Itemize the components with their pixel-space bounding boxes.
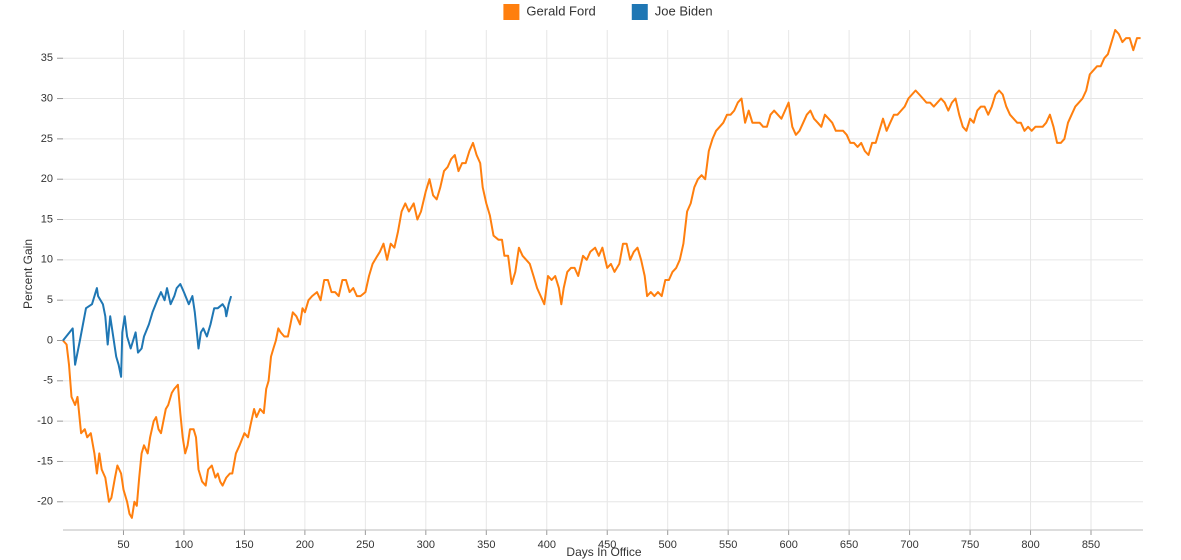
y-tick-label: -5 (43, 375, 53, 387)
y-tick-label: 35 (41, 52, 53, 64)
x-tick-label: 500 (659, 539, 677, 551)
x-tick-label: 800 (1021, 539, 1039, 551)
legend-label: Gerald Ford (526, 3, 595, 18)
y-tick-label: 0 (47, 334, 53, 346)
y-tick-label: 10 (41, 254, 53, 266)
x-tick-label: 650 (840, 539, 858, 551)
y-axis-title: Percent Gain (21, 239, 35, 309)
x-tick-label: 100 (175, 539, 193, 551)
legend: Gerald Ford Joe Biden (503, 3, 713, 20)
x-tick-label: 250 (356, 539, 374, 551)
y-tick-label: 20 (41, 173, 53, 185)
y-tick-label: 15 (41, 213, 53, 225)
x-tick-label: 200 (296, 539, 314, 551)
series-line (62, 283, 233, 378)
x-tick-label: 600 (779, 539, 797, 551)
x-tick-label: 550 (719, 539, 737, 551)
x-tick-label: 700 (900, 539, 918, 551)
y-tick-label: 30 (41, 92, 53, 104)
y-tick-label: 25 (41, 133, 53, 145)
x-tick-label: 450 (598, 539, 616, 551)
x-tick-label: 50 (117, 539, 129, 551)
legend-label: Joe Biden (655, 3, 713, 18)
x-axis-title: Days In Office (566, 545, 641, 559)
x-tick-label: 750 (961, 539, 979, 551)
x-tick-label: 350 (477, 539, 495, 551)
y-tick-label: -10 (37, 415, 53, 427)
x-tick-label: 850 (1082, 539, 1100, 551)
x-tick-label: 150 (235, 539, 253, 551)
legend-swatch (631, 4, 648, 20)
legend-swatch (503, 4, 520, 20)
series-line (62, 29, 1141, 519)
y-tick-label: -20 (37, 496, 53, 508)
y-tick-label: 5 (47, 294, 53, 306)
x-tick-label: 400 (538, 539, 556, 551)
x-tick-label: 300 (417, 539, 435, 551)
y-tick-label: -15 (37, 455, 53, 467)
